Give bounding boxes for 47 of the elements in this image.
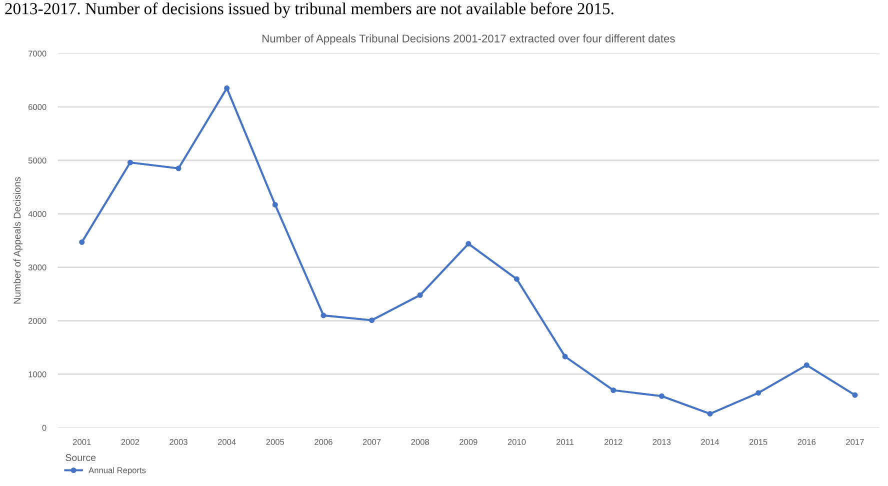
point	[224, 85, 230, 91]
x-tick-label: 2008	[411, 439, 430, 445]
x-tick-label: 2003	[170, 439, 188, 445]
point	[658, 393, 664, 399]
x-tick-label: 2007	[362, 439, 381, 445]
x-tick-label: 2013	[652, 439, 671, 445]
x-tick-label: 2017	[846, 439, 864, 445]
point	[466, 241, 472, 247]
y-tick-label: 5000	[28, 158, 46, 164]
point	[514, 276, 520, 282]
point	[804, 362, 810, 368]
y-tick-label: 1000	[28, 371, 46, 378]
point	[127, 160, 133, 166]
point	[79, 239, 85, 245]
point	[417, 292, 423, 298]
y-tick-label: 7000	[28, 50, 46, 57]
y-tick-label: 4000	[28, 211, 46, 217]
x-tick-label: 2006	[314, 439, 332, 445]
text: 2013-2017. Number of decisions issued by tribunal members are not available before 2015.	[5, 2, 614, 18]
x-tick-label: 2004	[218, 439, 236, 445]
x-tick-label: 2005	[266, 439, 284, 445]
point	[756, 390, 762, 396]
point	[320, 312, 326, 318]
point	[852, 392, 858, 398]
point	[272, 202, 278, 208]
x-tick-label: 2001	[73, 439, 91, 445]
x-tick-label: 2010	[508, 439, 526, 445]
chart-title: Number of Appeals Tribunal Decisions 2001-2017 extracted over four different dates	[262, 34, 675, 45]
x-tick-label: 2016	[798, 439, 816, 445]
y-axis-title: Number of Appeals Decisions	[13, 177, 23, 304]
y-tick-label: 2000	[28, 318, 46, 324]
point	[562, 354, 568, 360]
point	[610, 387, 616, 394]
x-tick-label: 2002	[121, 439, 140, 445]
y-tick-label: 3000	[28, 264, 46, 270]
point	[707, 411, 713, 417]
y-tick-label: 6000	[28, 104, 46, 110]
x-tick-label: 2009	[460, 439, 478, 445]
x-tick-label: 2012	[604, 439, 622, 445]
legend-title: Source	[66, 454, 96, 462]
point	[369, 317, 375, 324]
x-tick-label: 2015	[749, 439, 768, 445]
x-tick-label: 2011	[556, 439, 574, 445]
x-tick-label: 2014	[701, 439, 720, 445]
point	[176, 166, 182, 172]
legend-label: Annual Reports	[88, 467, 146, 475]
y-tick-label: 0	[42, 424, 46, 431]
